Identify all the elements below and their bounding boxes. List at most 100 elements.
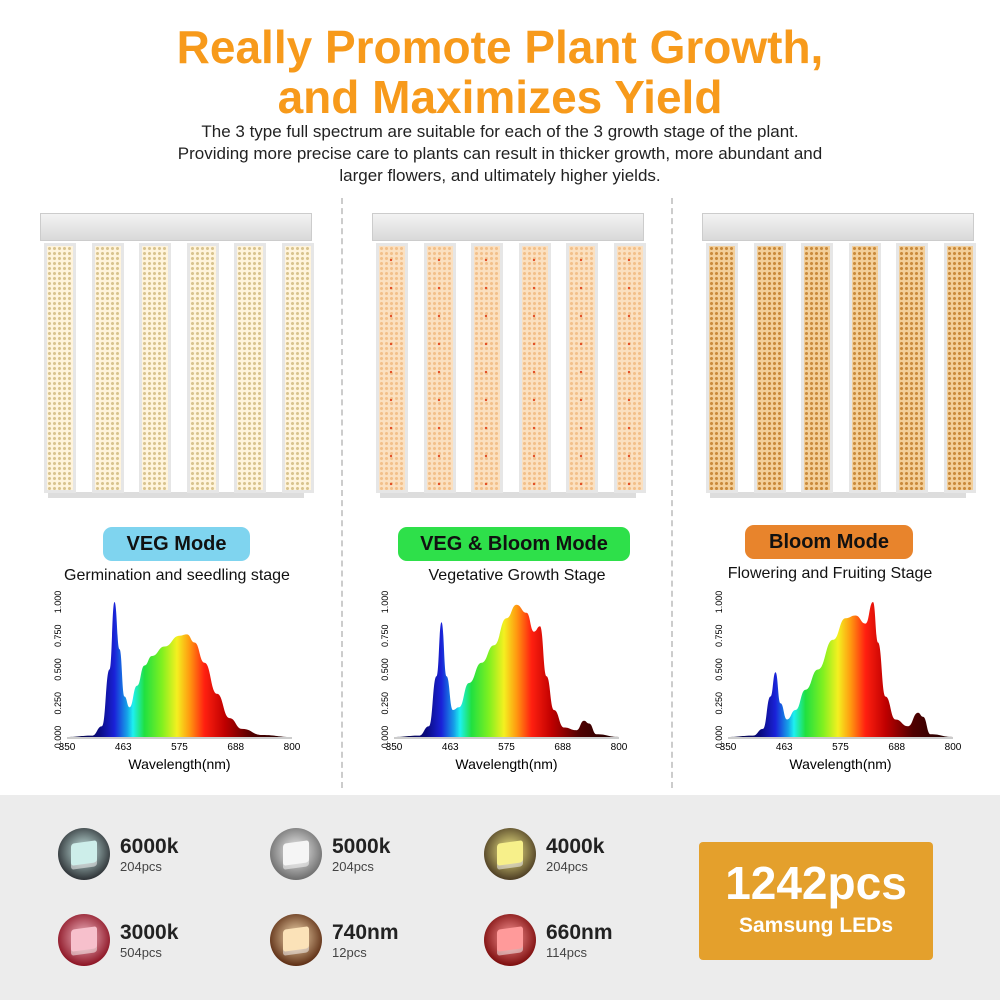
led-strip xyxy=(613,243,646,493)
led-type-item: 6000k 204pcs xyxy=(58,828,178,880)
stage-label: Germination and seedling stage xyxy=(64,567,290,584)
x-tick-label: 350 xyxy=(720,742,737,753)
light-frame xyxy=(372,213,644,241)
spectrum-area xyxy=(728,602,953,737)
x-tick-label: 688 xyxy=(227,742,244,753)
divider xyxy=(341,198,343,788)
led-strip xyxy=(753,243,786,493)
stage-label: Vegetative Growth Stage xyxy=(428,567,606,584)
y-tick-label: 0.750 xyxy=(714,624,724,647)
y-tick-label: 1.000 xyxy=(53,591,63,614)
led-strip xyxy=(44,243,76,493)
x-tick-label: 463 xyxy=(776,742,793,753)
light-frame xyxy=(380,492,636,498)
led-type-item: 3000k 504pcs xyxy=(58,914,178,966)
led-strip xyxy=(234,243,266,493)
y-tick-label: 0.250 xyxy=(380,692,390,715)
led-strip xyxy=(706,243,738,493)
led-chip-icon xyxy=(484,828,536,880)
spectrum-chart: 350 463 575 688 800 0.000 0.250 0.500 0.750 1.000… xyxy=(380,591,628,772)
spectrum-area xyxy=(67,602,292,737)
x-tick-label: 463 xyxy=(442,742,459,753)
led-type-item: 4000k 204pcs xyxy=(484,828,604,880)
y-tick-label: 1.000 xyxy=(380,591,390,614)
led-strip xyxy=(281,243,314,493)
led-type-item: 660nm 114pcs xyxy=(484,914,613,966)
led-strip xyxy=(848,243,881,493)
x-tick-label: 575 xyxy=(498,742,515,753)
mode-badge: VEG & Bloom Mode xyxy=(398,527,630,561)
grow-light-image xyxy=(40,213,314,498)
spectrum-chart: 350 463 575 688 800 0.000 0.250 0.500 0.750 1.000… xyxy=(714,591,962,772)
led-strip xyxy=(943,243,976,493)
led-type-name: 3000k xyxy=(120,920,179,944)
led-type-name: 740nm xyxy=(332,920,399,944)
y-tick-label: 0.500 xyxy=(714,658,724,681)
led-strip xyxy=(139,243,171,493)
led-total-badge: 1242pcs Samsung LEDs xyxy=(699,842,933,960)
x-axis-label: Wavelength(nm) xyxy=(789,756,891,772)
light-frame xyxy=(710,492,966,498)
x-tick-label: 350 xyxy=(386,742,403,753)
x-tick-label: 575 xyxy=(832,742,849,753)
led-strip xyxy=(91,243,124,493)
led-count: 504pcs xyxy=(120,944,162,960)
y-tick-label: 0.250 xyxy=(53,692,63,715)
mode-badge: Bloom Mode xyxy=(745,525,913,559)
y-tick-label: 0.500 xyxy=(380,658,390,681)
x-axis-label: Wavelength(nm) xyxy=(128,756,230,772)
y-tick-label: 0.000 xyxy=(714,726,724,749)
light-frame xyxy=(702,213,974,241)
led-chip-icon xyxy=(58,914,110,966)
led-count: 204pcs xyxy=(120,858,162,874)
led-strip xyxy=(896,243,928,493)
mode-badge: VEG Mode xyxy=(103,527,250,561)
led-strip xyxy=(376,243,408,493)
subtitle: The 3 type full spectrum are suitable fo… xyxy=(177,122,823,185)
led-chip-icon xyxy=(58,828,110,880)
y-tick-label: 0.750 xyxy=(380,624,390,647)
light-frame xyxy=(40,213,312,241)
led-strip xyxy=(471,243,503,493)
led-strip xyxy=(566,243,598,493)
x-tick-label: 800 xyxy=(284,742,301,753)
spectrum-chart: 350 463 575 688 800 0.000 0.250 0.500 0.750 1.000… xyxy=(53,591,301,772)
y-tick-label: 1.000 xyxy=(714,591,724,614)
y-tick-label: 0.000 xyxy=(380,726,390,749)
led-type-item: 5000k 204pcs xyxy=(270,828,390,880)
x-axis-label: Wavelength(nm) xyxy=(455,756,557,772)
divider xyxy=(671,198,673,788)
light-frame xyxy=(48,492,304,498)
led-chip-icon xyxy=(484,914,536,966)
x-tick-label: 800 xyxy=(945,742,962,753)
led-count: 12pcs xyxy=(332,944,367,960)
led-chip-icon xyxy=(270,828,322,880)
led-type-name: 5000k xyxy=(332,834,391,858)
y-tick-label: 0.500 xyxy=(53,658,63,681)
led-count: 204pcs xyxy=(546,858,588,874)
led-count: 114pcs xyxy=(546,944,587,960)
x-tick-label: 688 xyxy=(888,742,905,753)
y-tick-label: 0.750 xyxy=(53,624,63,647)
led-chip-icon xyxy=(270,914,322,966)
x-tick-label: 463 xyxy=(115,742,132,753)
page-title: Really Promote Plant Growth, and Maximiz… xyxy=(176,21,824,123)
led-strip xyxy=(801,243,833,493)
x-tick-label: 800 xyxy=(611,742,628,753)
y-tick-label: 0.250 xyxy=(714,692,724,715)
led-strip xyxy=(423,243,456,493)
led-strip xyxy=(186,243,219,493)
y-tick-label: 0.000 xyxy=(53,726,63,749)
grow-light-image xyxy=(372,213,646,498)
x-tick-label: 688 xyxy=(554,742,571,753)
led-type-item: 740nm 12pcs xyxy=(270,914,399,966)
led-type-name: 4000k xyxy=(546,834,605,858)
led-type-name: 660nm xyxy=(546,920,613,944)
led-count: 204pcs xyxy=(332,858,374,874)
stage-label: Flowering and Fruiting Stage xyxy=(727,565,933,582)
spectrum-area xyxy=(394,604,619,737)
x-tick-label: 575 xyxy=(171,742,188,753)
grow-light-image xyxy=(702,213,976,498)
led-type-name: 6000k xyxy=(120,834,179,858)
led-strip xyxy=(518,243,551,493)
